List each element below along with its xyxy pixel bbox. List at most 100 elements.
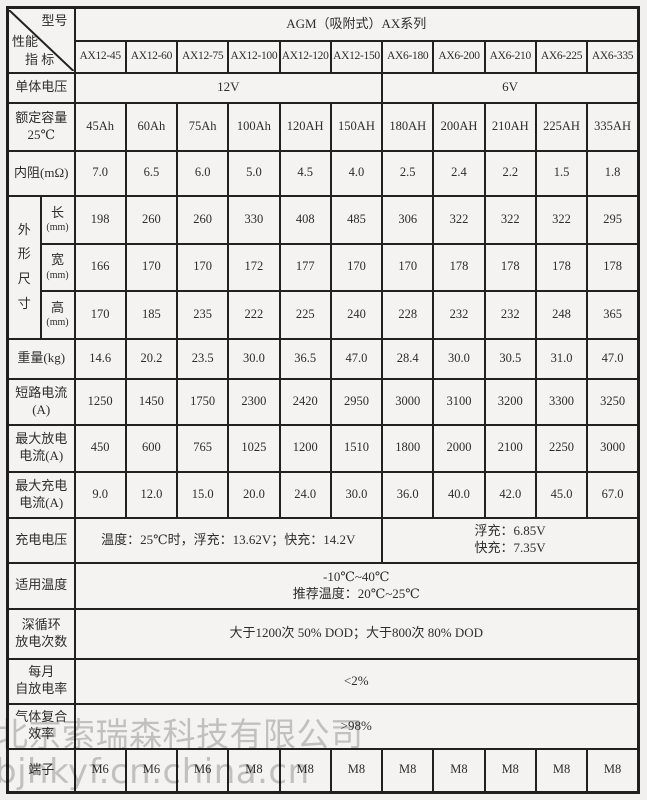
- model-header: AX12-45: [73, 39, 127, 74]
- row-width: 宽 (mm) 166 170 170 172 177 170 170 178 1…: [8, 242, 640, 292]
- width-value: 170: [176, 242, 230, 292]
- width-label: 宽: [50, 252, 64, 268]
- weight-value: 36.5: [278, 337, 332, 380]
- height-label: 高: [50, 299, 64, 315]
- max-discharge-value: 450: [73, 423, 127, 473]
- terminal-value: M8: [586, 747, 640, 794]
- weight-value: 30.0: [432, 337, 486, 380]
- row-label-internal-resistance: 内阻(mΩ): [6, 149, 76, 197]
- gas-recombination-label-line1: 气体复合: [15, 709, 68, 725]
- deep-cycle-label-line2: 放电次数: [15, 633, 68, 649]
- resistance-value: 6.0: [176, 149, 230, 197]
- length-value: 260: [124, 194, 179, 245]
- corner-performance-label: 性能: [12, 33, 39, 49]
- row-monthly-self-discharge: 每月 自放电率 <2%: [6, 657, 640, 705]
- row-label-height: 高 (mm): [39, 289, 76, 340]
- dimensions-group-label: 外形尺寸: [6, 194, 42, 340]
- max-charge-label-line2: 电流(A): [19, 494, 64, 510]
- height-value: 235: [176, 289, 230, 340]
- row-height: 高 (mm) 170 185 235 222 225 240 228 232 2…: [8, 289, 640, 340]
- row-label-cell-voltage: 单体电压: [6, 71, 76, 104]
- capacity-value: 45Ah: [73, 101, 127, 152]
- max-discharge-label-line2: 电流(A): [19, 448, 64, 463]
- deep-cycle-value: 大于1200次 50% DOD；大于800次 80% DOD: [73, 607, 640, 660]
- max-discharge-value: 3000: [586, 423, 640, 473]
- width-value: 172: [227, 242, 281, 292]
- model-header: AX12-150: [329, 39, 384, 74]
- terminal-value: M8: [432, 747, 486, 794]
- short-circuit-value: 3000: [381, 377, 435, 426]
- weight-value: 23.5: [176, 337, 230, 380]
- weight-value: 47.0: [329, 337, 384, 380]
- row-label-gas-recombination: 气体复合 效率: [6, 702, 76, 750]
- short-circuit-value: 3100: [432, 377, 486, 426]
- short-circuit-value: 3300: [534, 377, 589, 426]
- width-value: 177: [278, 242, 332, 292]
- capacity-value: 335AH: [586, 101, 640, 152]
- model-header: AX6-225: [534, 39, 589, 74]
- resistance-value: 6.5: [124, 149, 179, 197]
- length-value: 485: [329, 194, 384, 245]
- series-title: AGM（吸附式）AX系列: [73, 6, 640, 42]
- row-label-short-circuit: 短路电流 (A): [6, 377, 76, 426]
- capacity-value: 60Ah: [124, 101, 179, 152]
- width-value: 178: [586, 242, 640, 292]
- width-value: 170: [329, 242, 384, 292]
- short-circuit-value: 1250: [73, 377, 127, 426]
- charge-voltage-6v-line1: 浮充：6.85V: [474, 523, 546, 539]
- capacity-label-line2: 25℃: [27, 126, 56, 142]
- max-discharge-value: 1800: [381, 423, 435, 473]
- height-value: 232: [432, 289, 486, 340]
- diagonal-divider: [9, 10, 74, 71]
- terminal-value: M8: [381, 747, 435, 794]
- gas-recombination-label-line2: 效率: [28, 726, 55, 741]
- terminal-value: M6: [124, 747, 179, 794]
- max-charge-value: 24.0: [278, 470, 332, 519]
- max-charge-value: 15.0: [176, 470, 230, 519]
- model-header: AX12-120: [278, 39, 332, 74]
- charge-voltage-6v-line2: 快充：7.35V: [474, 540, 546, 555]
- row-label-weight: 重量(kg): [6, 337, 76, 380]
- max-discharge-value: 765: [176, 423, 230, 473]
- terminal-value: M8: [329, 747, 384, 794]
- max-discharge-value: 600: [124, 423, 179, 473]
- terminal-value: M8: [227, 747, 281, 794]
- max-discharge-value: 2000: [432, 423, 486, 473]
- length-value: 408: [278, 194, 332, 245]
- row-max-charge-current: 最大充电 电流(A) 9.0 12.0 15.0 20.0 24.0 30.0 …: [6, 470, 640, 519]
- corner-header-cell: 型号 性能 指 标: [6, 6, 76, 74]
- length-value: 330: [227, 194, 281, 245]
- height-value: 232: [483, 289, 537, 340]
- short-circuit-value: 2950: [329, 377, 384, 426]
- capacity-value: 150AH: [329, 101, 384, 152]
- weight-value: 14.6: [73, 337, 127, 380]
- max-charge-value: 20.0: [227, 470, 281, 519]
- height-value: 248: [534, 289, 589, 340]
- capacity-value: 100Ah: [227, 101, 281, 152]
- height-value: 185: [124, 289, 179, 340]
- max-discharge-value: 2100: [483, 423, 537, 473]
- max-charge-value: 67.0: [586, 470, 640, 519]
- model-header: AX12-100: [227, 39, 281, 74]
- length-value: 322: [483, 194, 537, 245]
- max-charge-value: 12.0: [124, 470, 179, 519]
- width-value: 170: [124, 242, 179, 292]
- short-circuit-label-line2: (A): [32, 401, 51, 417]
- resistance-value: 2.4: [432, 149, 486, 197]
- length-label: 长: [50, 204, 64, 220]
- max-charge-value: 30.0: [329, 470, 384, 519]
- self-discharge-value: <2%: [73, 657, 640, 705]
- terminal-value: M6: [73, 747, 127, 794]
- weight-value: 28.4: [381, 337, 435, 380]
- length-value: 295: [586, 194, 640, 245]
- max-charge-value: 45.0: [534, 470, 589, 519]
- model-header: AX6-200: [432, 39, 486, 74]
- capacity-value: 210AH: [483, 101, 537, 152]
- row-internal-resistance: 内阻(mΩ) 7.0 6.5 6.0 5.0 4.5 4.0 2.5 2.4 2…: [6, 149, 640, 197]
- short-circuit-value: 1450: [124, 377, 179, 426]
- operating-temperature-line2: 推荐温度：20℃~25℃: [292, 585, 420, 601]
- model-header: AX6-210: [483, 39, 537, 74]
- row-gas-recombination: 气体复合 效率 >98%: [6, 702, 640, 750]
- operating-temperature-line1: -10℃~40℃: [323, 568, 390, 584]
- resistance-value: 2.5: [381, 149, 435, 197]
